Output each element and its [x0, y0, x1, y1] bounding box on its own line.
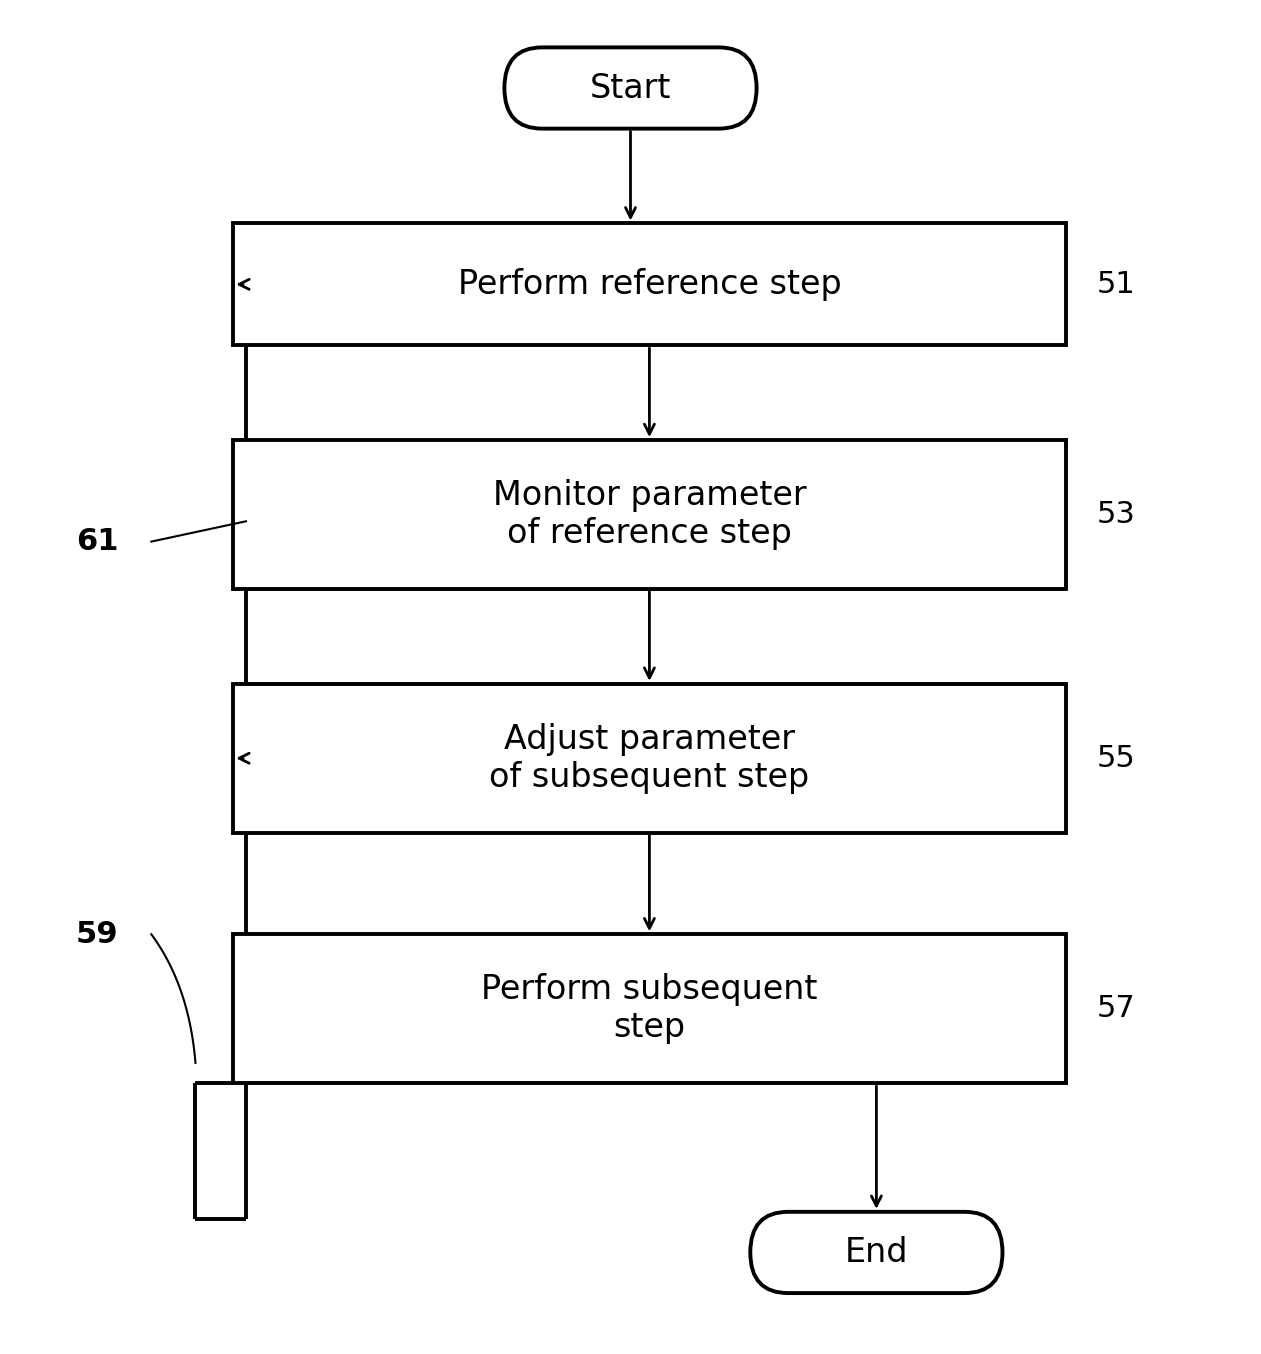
FancyBboxPatch shape [504, 47, 757, 129]
FancyBboxPatch shape [233, 934, 1066, 1083]
FancyBboxPatch shape [233, 223, 1066, 345]
Text: Perform subsequent
step: Perform subsequent step [482, 974, 817, 1044]
Text: End: End [845, 1236, 908, 1269]
Text: Start: Start [590, 72, 671, 104]
Text: 53: 53 [1097, 500, 1136, 529]
Text: 59: 59 [76, 919, 119, 949]
FancyBboxPatch shape [233, 684, 1066, 833]
FancyBboxPatch shape [233, 440, 1066, 589]
FancyBboxPatch shape [750, 1212, 1002, 1293]
Text: Adjust parameter
of subsequent step: Adjust parameter of subsequent step [489, 723, 810, 793]
Text: 51: 51 [1097, 269, 1136, 299]
Text: 61: 61 [76, 527, 119, 556]
Text: Monitor parameter
of reference step: Monitor parameter of reference step [493, 479, 806, 550]
Text: 57: 57 [1097, 994, 1136, 1024]
Text: Perform reference step: Perform reference step [458, 268, 841, 301]
Text: 55: 55 [1097, 743, 1136, 773]
